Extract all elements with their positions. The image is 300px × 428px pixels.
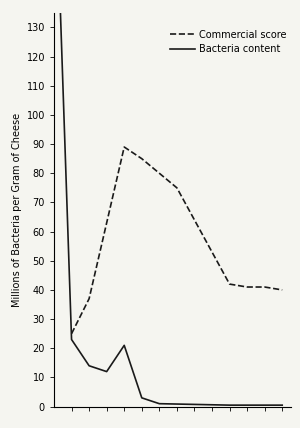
Bacteria content [122, 343, 126, 348]
Line: Commercial score: Commercial score [72, 147, 282, 334]
Commercial score [245, 285, 249, 290]
Bacteria content [280, 403, 284, 408]
Bacteria content [245, 403, 249, 408]
Bacteria content [228, 403, 231, 408]
Legend: Commercial score, Bacteria content: Commercial score, Bacteria content [170, 30, 286, 54]
Commercial score [263, 285, 266, 290]
Line: Bacteria content: Bacteria content [54, 0, 282, 405]
Bacteria content [70, 337, 74, 342]
Commercial score [140, 156, 144, 161]
Commercial score [158, 171, 161, 176]
Commercial score [280, 287, 284, 292]
Bacteria content [140, 395, 144, 401]
Bacteria content [158, 401, 161, 406]
Commercial score [70, 331, 74, 336]
Bacteria content [105, 369, 109, 374]
Commercial score [87, 296, 91, 301]
Commercial score [175, 185, 179, 190]
Commercial score [122, 144, 126, 149]
Bacteria content [263, 403, 266, 408]
Y-axis label: Millions of Bacteria per Gram of Cheese: Millions of Bacteria per Gram of Cheese [12, 113, 22, 307]
Commercial score [228, 282, 231, 287]
Bacteria content [87, 363, 91, 369]
